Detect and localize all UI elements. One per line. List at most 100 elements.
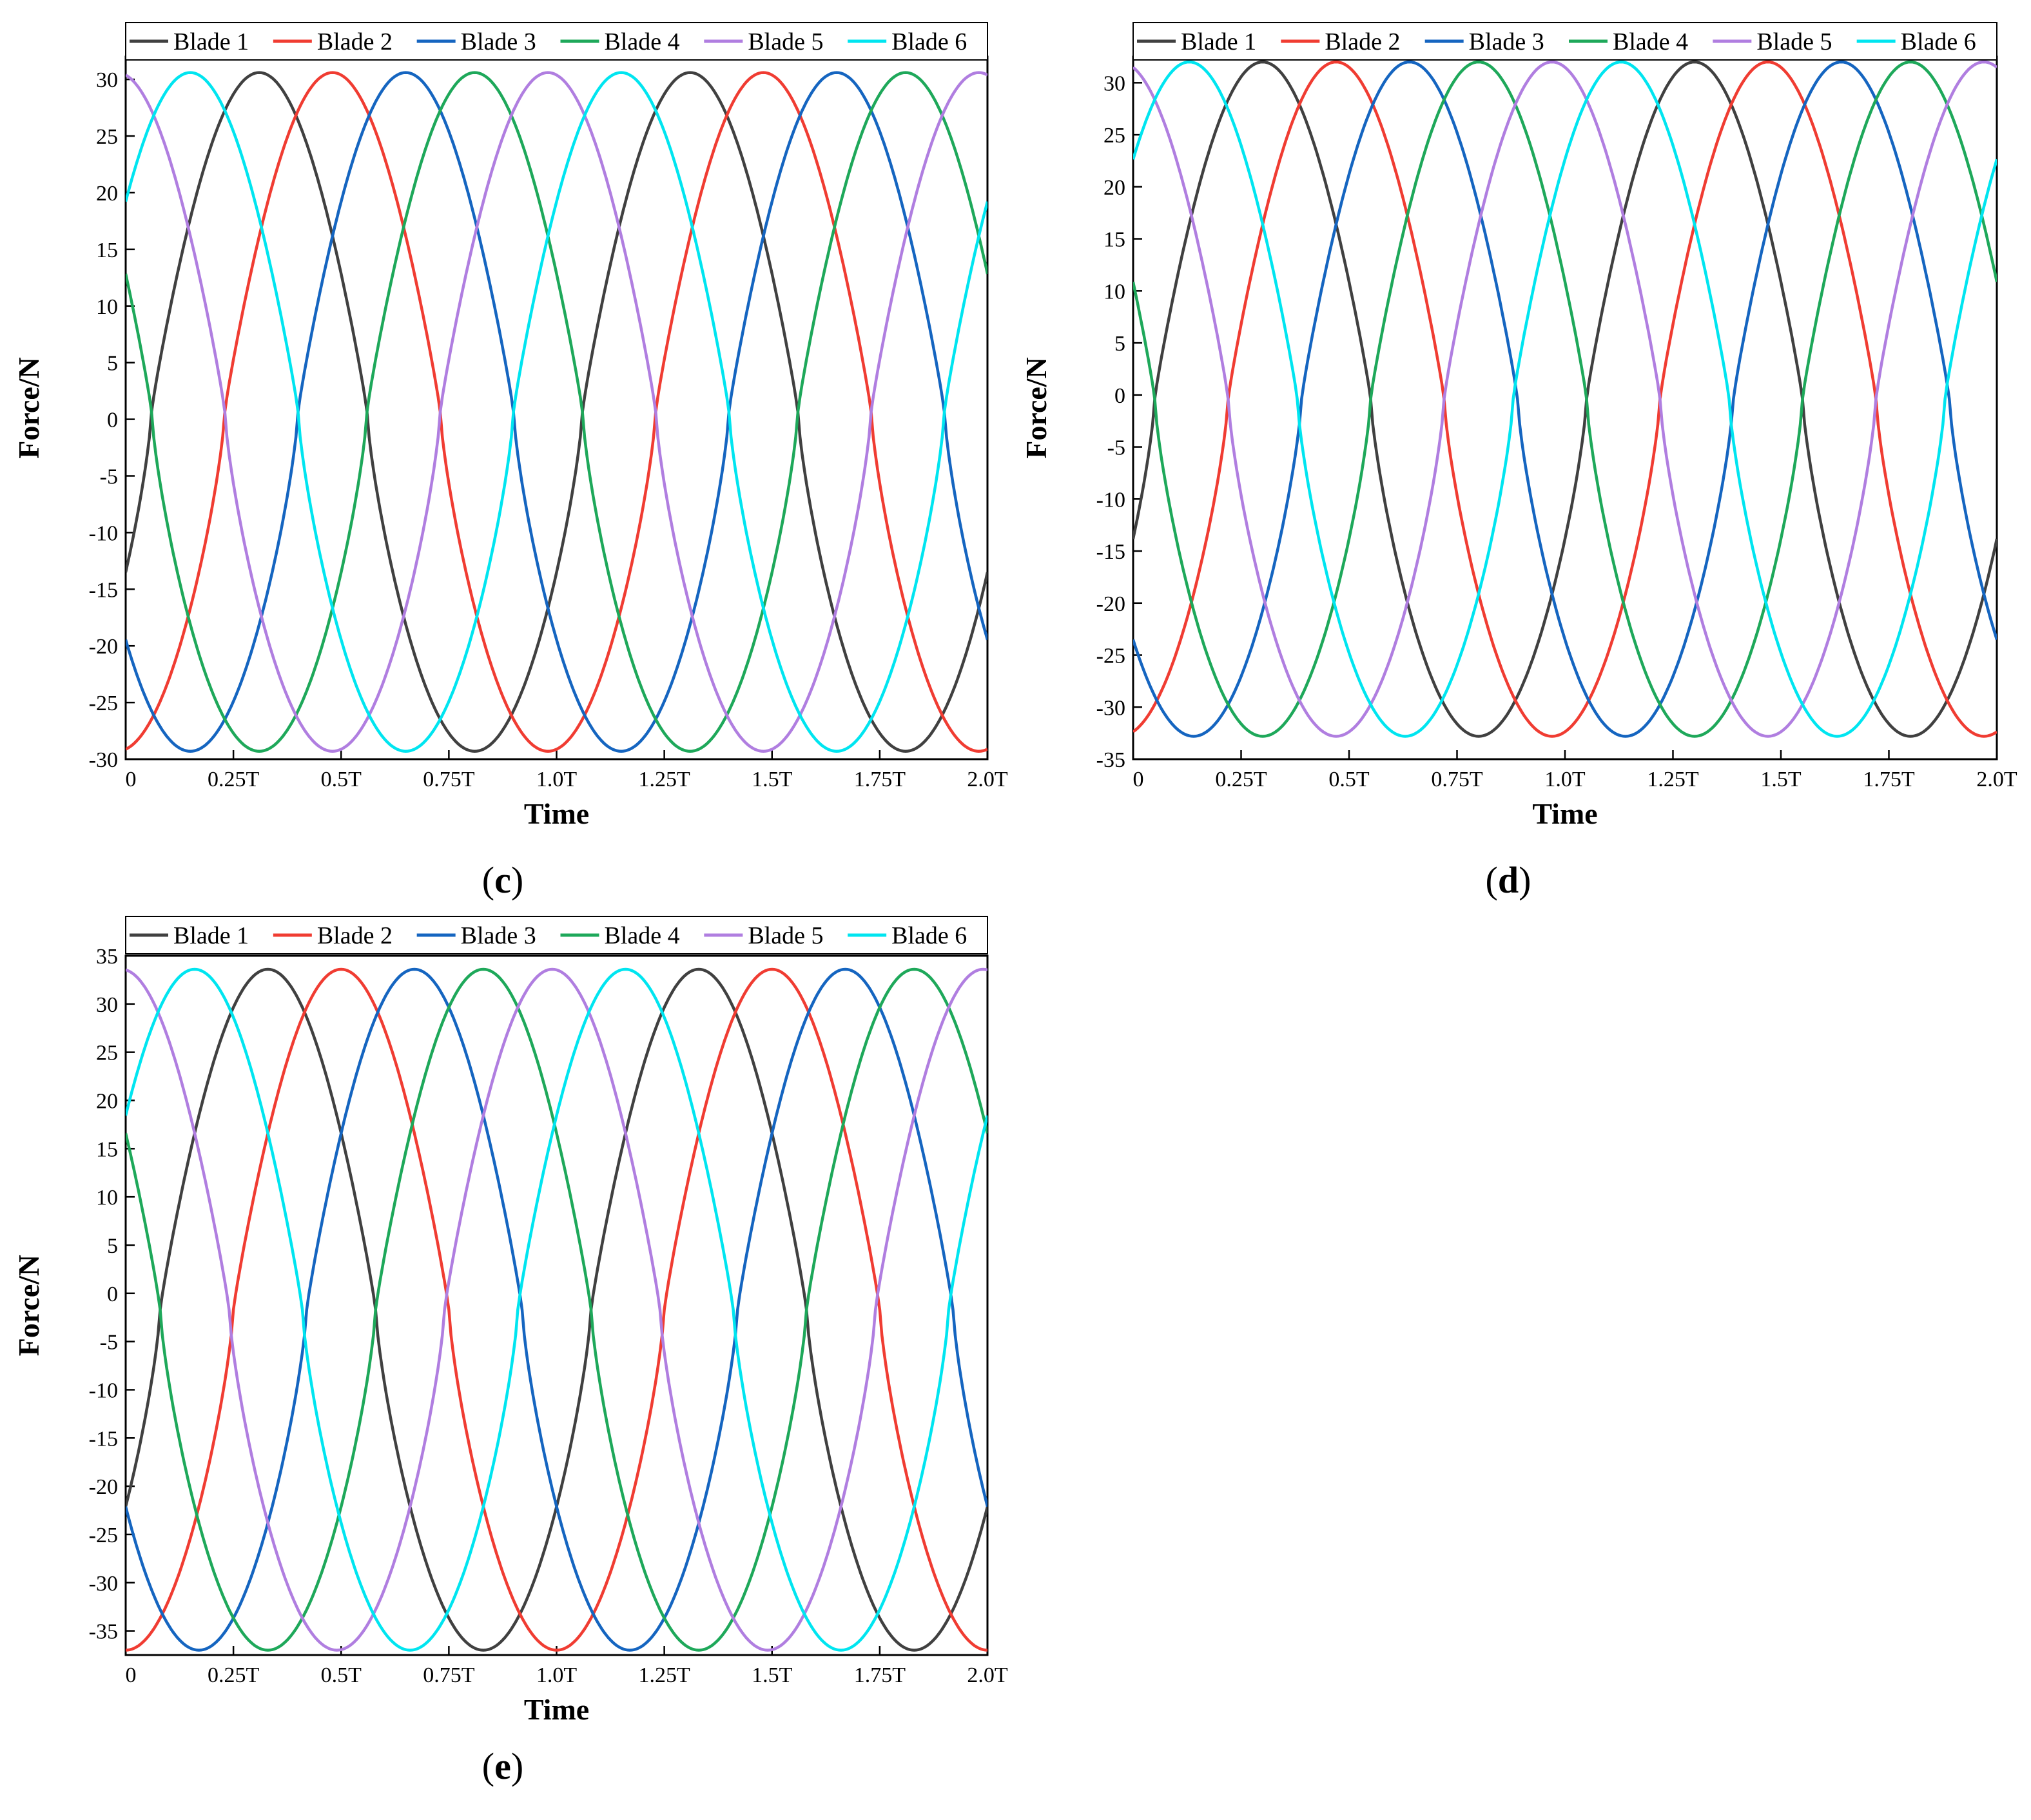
panel-caption: (d) — [1486, 859, 1531, 901]
legend-entry: Blade 1 — [173, 922, 249, 949]
x-tick-label: 1.5T — [1760, 768, 1802, 791]
y-tick-label: 0 — [107, 409, 118, 432]
series-line-blade-2 — [1133, 60, 1997, 738]
y-tick-label: 25 — [96, 125, 118, 149]
series-line-blade-6 — [126, 71, 987, 753]
y-tick-label: -10 — [89, 521, 118, 545]
series-line-blade-6 — [126, 967, 987, 1652]
x-tick-label: 1.75T — [854, 768, 906, 791]
y-tick-label: -30 — [1096, 696, 1125, 720]
x-tick-label: 1.75T — [854, 1663, 906, 1687]
legend-entry: Blade 5 — [748, 922, 823, 949]
y-tick-label: 15 — [96, 238, 118, 262]
y-tick-label: 5 — [1114, 332, 1125, 356]
y-tick-label: 0 — [1114, 384, 1125, 408]
plot-frame — [124, 55, 989, 760]
series-line-blade-6 — [1133, 60, 1997, 738]
legend-box — [125, 22, 988, 61]
legend-entry: Blade 5 — [1756, 28, 1832, 55]
chart-panel-d: 30 25 20 15 10 5 0 -5 -10 -15 -20 -25 -30 -35 0 0.25T 0.… — [1020, 22, 2017, 901]
y-tick-label: 5 — [107, 352, 118, 376]
x-tick-label: 1.0T — [1544, 768, 1586, 791]
y-tick-label: 30 — [96, 68, 118, 92]
y-tick-label: 10 — [96, 1186, 118, 1210]
y-tick-label: -25 — [89, 692, 118, 715]
series-line-blade-3 — [1133, 60, 1997, 738]
y-tick-label: -5 — [100, 1331, 118, 1355]
legend-box — [125, 916, 988, 954]
series-line-blade-4 — [126, 967, 987, 1652]
y-tick-label: -5 — [1107, 436, 1125, 460]
y-axis-label: Force/N — [12, 357, 45, 459]
y-tick-label: -15 — [89, 578, 118, 602]
panel-caption: (e) — [482, 1745, 523, 1787]
series-line-blade-3 — [126, 967, 987, 1652]
y-tick-label: -20 — [89, 1475, 118, 1499]
y-tick-label: -20 — [1096, 592, 1125, 616]
y-tick-label: -5 — [100, 465, 118, 489]
x-tick-label: 2.0T — [967, 768, 1008, 791]
x-tick-label: 0.75T — [423, 768, 475, 791]
y-axis-label: Force/N — [12, 1255, 45, 1357]
legend-entry: Blade 3 — [461, 28, 536, 55]
x-tick-label: 1.25T — [638, 768, 690, 791]
y-tick-label: 20 — [96, 182, 118, 206]
x-tick-label: 0.75T — [423, 1663, 475, 1687]
x-tick-label: 1.25T — [1647, 768, 1699, 791]
legend-entry: Blade 2 — [317, 922, 393, 949]
x-axis-label: Time — [524, 797, 589, 830]
series-line-blade-5 — [126, 71, 987, 753]
legend-entry: Blade 3 — [1469, 28, 1544, 55]
y-tick-label: -25 — [89, 1524, 118, 1547]
x-axis-label: Time — [1532, 797, 1597, 830]
y-tick-label: -15 — [1096, 540, 1125, 564]
series-line-blade-2 — [126, 71, 987, 753]
y-tick-label: -10 — [1096, 488, 1125, 512]
legend-entry: Blade 6 — [891, 922, 967, 949]
y-tick-label: 30 — [96, 993, 118, 1017]
x-tick-label: 0 — [126, 768, 137, 791]
x-tick-label: 1.0T — [536, 1663, 578, 1687]
y-tick-label: 15 — [1103, 228, 1125, 252]
y-tick-label: 10 — [1103, 280, 1125, 304]
series-line-blade-3 — [126, 71, 987, 753]
series-line-blade-5 — [126, 967, 987, 1652]
y-tick-label: -20 — [89, 635, 118, 659]
x-tick-label: 1.75T — [1863, 768, 1915, 791]
y-tick-label: 20 — [1103, 176, 1125, 200]
legend-entry: Blade 1 — [173, 28, 249, 55]
y-axis-label: Force/N — [1020, 357, 1053, 459]
x-tick-label: 2.0T — [1976, 768, 2017, 791]
x-tick-label: 0.25T — [208, 768, 260, 791]
x-tick-label: 0.25T — [208, 1663, 260, 1687]
legend-entry: Blade 2 — [1325, 28, 1400, 55]
legend-entry: Blade 6 — [1901, 28, 1976, 55]
x-tick-label: 0 — [1133, 768, 1144, 791]
y-tick-label: -30 — [89, 1572, 118, 1596]
y-tick-label: -15 — [89, 1427, 118, 1451]
y-tick-label: 25 — [1103, 124, 1125, 148]
x-tick-label: 0.25T — [1215, 768, 1267, 791]
series-line-blade-5 — [1133, 60, 1997, 738]
series-line-blade-1 — [126, 71, 987, 753]
y-tick-label: 20 — [96, 1089, 118, 1113]
legend-entry: Blade 4 — [605, 28, 680, 55]
series-line-blade-1 — [1133, 60, 1997, 738]
y-tick-label: 30 — [1103, 72, 1125, 95]
legend-entry: Blade 1 — [1181, 28, 1256, 55]
legend-entry: Blade 4 — [1613, 28, 1688, 55]
x-tick-label: 0.5T — [321, 1663, 362, 1687]
series-line-blade-4 — [126, 71, 987, 753]
legend-entry: Blade 2 — [317, 28, 393, 55]
y-tick-label: 35 — [96, 945, 118, 969]
panel-caption: (c) — [482, 859, 523, 901]
x-tick-label: 1.5T — [752, 1663, 793, 1687]
y-tick-label: 25 — [96, 1041, 118, 1065]
x-tick-label: 0 — [126, 1663, 137, 1687]
legend-entry: Blade 5 — [748, 28, 823, 55]
y-tick-label: -25 — [1096, 644, 1125, 668]
y-tick-label: 10 — [96, 295, 118, 319]
plot-frame — [124, 954, 989, 1656]
chart-panel-c: 30 25 20 15 10 5 0 -5 -10 -15 -20 -25 -30 0 0.25T 0.5T 0… — [12, 22, 1008, 901]
